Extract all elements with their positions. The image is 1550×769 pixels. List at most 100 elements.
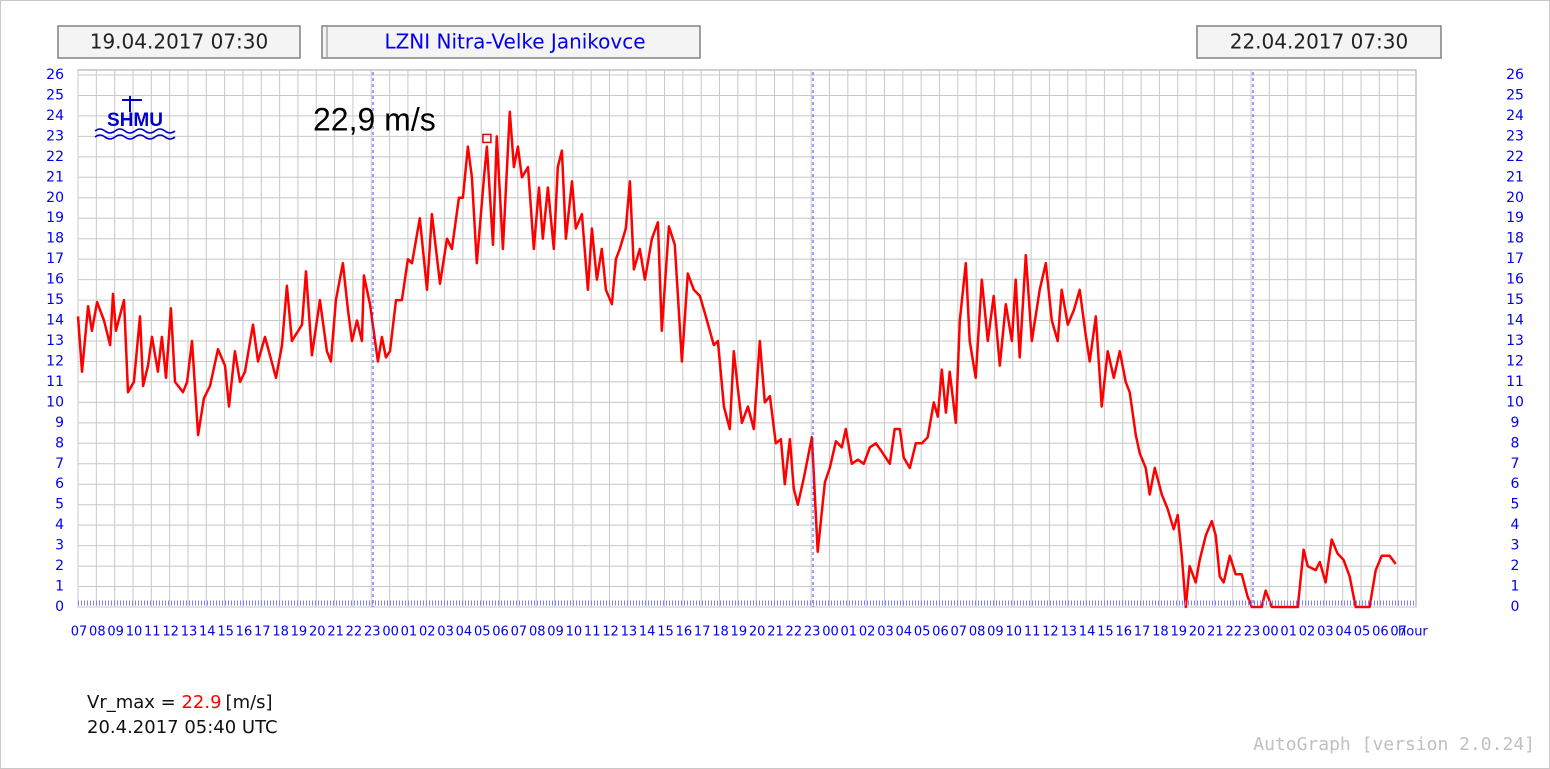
x-tick-label: 01 <box>1280 625 1297 640</box>
x-tick-label: 05 <box>914 625 931 640</box>
y-tick-label-right: 25 <box>1506 87 1524 103</box>
y-tick-label: 2 <box>55 558 64 574</box>
x-tick-label: 19 <box>731 625 748 640</box>
max-marker <box>482 133 492 144</box>
x-tick-label: 13 <box>181 625 198 640</box>
x-tick-label: 07 <box>1390 625 1407 640</box>
x-tick-label: 16 <box>1115 625 1132 640</box>
x-tick-label: 18 <box>1152 625 1169 640</box>
y-tick-label: 4 <box>55 517 64 533</box>
y-tick-label-right: 17 <box>1506 251 1524 267</box>
y-tick-label-right: 1 <box>1511 579 1520 595</box>
x-tick-label: 08 <box>969 625 986 640</box>
x-tick-label: 20 <box>1189 625 1206 640</box>
y-tick-label-right: 23 <box>1506 128 1524 144</box>
y-tick-label: 13 <box>46 333 64 349</box>
x-tick-label: 04 <box>896 625 913 640</box>
x-tick-label: 18 <box>712 625 729 640</box>
x-tick-label: 18 <box>272 625 289 640</box>
max-unit: [m/s] <box>226 692 273 713</box>
max-time: 20.4.2017 05:40 UTC <box>87 717 278 738</box>
data-line <box>76 110 1397 609</box>
y-tick-label: 11 <box>46 374 64 390</box>
logo-text: SHMU <box>107 110 163 131</box>
y-tick-label: 23 <box>46 128 64 144</box>
x-tick-label: 16 <box>236 625 253 640</box>
x-tick-label: 13 <box>621 625 638 640</box>
x-tick-label: 03 <box>437 625 454 640</box>
x-tick-label: 22 <box>1225 625 1242 640</box>
x-tick-label: 06 <box>932 625 949 640</box>
y-tick-label-right: 14 <box>1506 313 1524 329</box>
max-prefix: Vr_max = <box>87 692 176 713</box>
x-tick-label: 14 <box>639 625 656 640</box>
y-tick-label: 0 <box>55 599 64 615</box>
x-tick-label: 02 <box>419 625 436 640</box>
x-tick-label: 14 <box>1079 625 1096 640</box>
x-tick-label: 00 <box>1262 625 1279 640</box>
x-tick-label: 15 <box>1097 625 1114 640</box>
y-tick-label: 20 <box>46 190 64 206</box>
y-tick-label-right: 16 <box>1506 272 1524 288</box>
y-tick-label: 24 <box>46 108 64 124</box>
x-tick-label: 10 <box>1005 625 1022 640</box>
x-tick-label: 03 <box>877 625 894 640</box>
start-box <box>57 25 301 59</box>
y-tick-label: 7 <box>55 456 64 472</box>
x-tick-label: 17 <box>1134 625 1151 640</box>
station-box <box>321 25 701 59</box>
x-tick-label: 11 <box>144 625 161 640</box>
x-tick-label: 07 <box>71 625 88 640</box>
y-tick-label-right: 12 <box>1506 353 1524 369</box>
x-tick-label: 21 <box>1207 625 1224 640</box>
station-name: LZNI Nitra-Velke Janikovce <box>384 30 645 54</box>
x-tick-label: 12 <box>602 625 619 640</box>
y-tick-label: 17 <box>46 251 64 267</box>
y-tick-label: 6 <box>55 476 64 492</box>
x-tick-label: 15 <box>217 625 234 640</box>
x-tick-label: 10 <box>126 625 143 640</box>
y-tick-label-right: 0 <box>1511 599 1520 615</box>
x-tick-label: 20 <box>309 625 326 640</box>
x-tick-label: 02 <box>1299 625 1316 640</box>
y-tick-label: 26 <box>46 67 64 83</box>
x-tick-label: 00 <box>822 625 839 640</box>
x-tick-label: 01 <box>401 625 418 640</box>
y-tick-label-right: 24 <box>1506 108 1524 124</box>
x-tick-label: 00 <box>382 625 399 640</box>
x-tick-label: 09 <box>987 625 1004 640</box>
y-tick-label: 1 <box>55 579 64 595</box>
end-box <box>1196 25 1442 59</box>
x-tick-label: 07 <box>511 625 528 640</box>
y-tick-label: 10 <box>46 394 64 410</box>
y-tick-label: 5 <box>55 497 64 513</box>
x-tick-label: 19 <box>1170 625 1187 640</box>
x-tick-label: 21 <box>767 625 784 640</box>
x-tick-label: 17 <box>254 625 271 640</box>
x-tick-label: 14 <box>199 625 216 640</box>
x-tick-label: 12 <box>1042 625 1059 640</box>
y-tick-label-right: 22 <box>1506 149 1524 165</box>
x-tick-label: 11 <box>1024 625 1041 640</box>
x-tick-label: 01 <box>841 625 858 640</box>
y-tick-label: 8 <box>55 435 64 451</box>
max-annotation: 22,9 m/s <box>313 101 436 137</box>
x-tick-label: 05 <box>1354 625 1371 640</box>
y-tick-label-right: 15 <box>1506 292 1524 308</box>
plot-background <box>77 69 1417 608</box>
x-axis-label: hour <box>1398 625 1428 640</box>
y-tick-label-right: 11 <box>1506 374 1524 390</box>
x-tick-label: 23 <box>804 625 821 640</box>
y-tick-label-right: 6 <box>1511 476 1520 492</box>
x-tick-label: 19 <box>291 625 308 640</box>
y-tick-label-right: 7 <box>1511 456 1520 472</box>
y-tick-label-right: 2 <box>1511 558 1520 574</box>
x-tick-label: 13 <box>1060 625 1077 640</box>
x-tick-label: 23 <box>1244 625 1261 640</box>
x-tick-label: 09 <box>547 625 564 640</box>
x-tick-label: 12 <box>162 625 179 640</box>
x-tick-label: 10 <box>566 625 583 640</box>
y-tick-label: 15 <box>46 292 64 308</box>
x-tick-label: 04 <box>456 625 473 640</box>
